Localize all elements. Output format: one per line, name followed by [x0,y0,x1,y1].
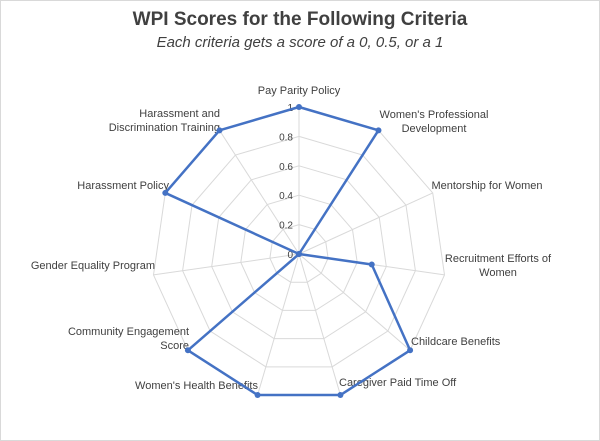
grid-spoke-6 [257,253,300,396]
data-point-0 [296,104,302,110]
category-label-8: Gender Equality Program [31,260,155,272]
data-point-1 [375,127,382,134]
grid-spoke-2 [298,192,433,255]
category-label-7: Community Engagement Score [68,326,189,352]
grid-ring-4 [182,135,416,368]
category-label-6: Women's Health Benefits [135,380,258,392]
data-point-9 [162,189,169,196]
category-label-5: Caregiver Paid Time Off [339,377,457,389]
data-point-3 [368,261,375,268]
grid-spoke-10 [219,130,300,255]
category-label-10: Harassment and Discrimination Training [109,108,220,134]
grid-spoke-5 [298,253,341,396]
category-label-2: Mentorship for Women [431,180,542,192]
category-label-9: Harassment Policy [77,180,169,192]
grid-ring-3 [211,165,387,340]
grid-spoke-4 [298,253,411,351]
data-point-4 [407,347,414,354]
category-label-1: Women's Professional Development [380,109,489,135]
data-point-6 [254,392,261,399]
tick-label-4: 0.8 [279,132,293,143]
data-point-5 [337,392,344,399]
tick-label-1: 0.2 [279,221,293,232]
tick-label-2: 0.4 [279,191,293,202]
category-label-0: Pay Parity Policy [258,85,341,97]
grid-ring-1 [269,224,329,283]
chart-subtitle: Each criteria gets a score of a 0, 0.5, … [156,34,444,51]
data-point-7 [184,347,191,354]
grid-ring-2 [240,194,358,311]
series-line-0 [164,105,412,397]
data-point-10 [216,127,223,134]
data-point-8 [296,251,302,257]
chart-title: WPI Scores for the Following Criteria [132,9,468,30]
grid-spoke-8 [153,253,300,276]
tick-label-0: 0 [287,250,293,261]
tick-label-3: 0.6 [279,162,293,173]
category-label-3: Recruitment Efforts of Women [445,253,552,279]
category-label-4: Childcare Benefits [411,336,501,348]
